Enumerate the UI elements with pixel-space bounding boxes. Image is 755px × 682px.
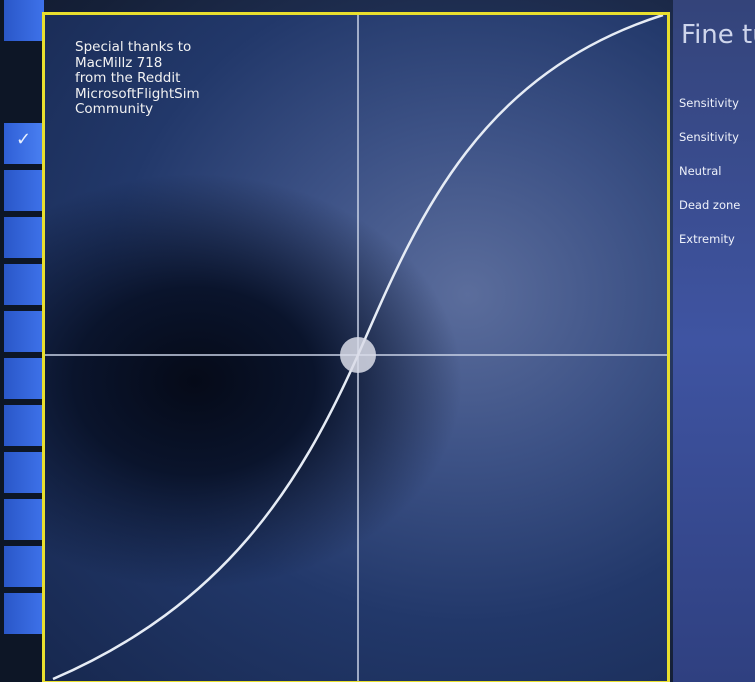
list-tile[interactable] <box>4 593 44 634</box>
list-tile-selected[interactable]: ✓ <box>4 123 44 164</box>
list-tile[interactable] <box>4 311 44 352</box>
sensitivity-curve-panel: Special thanks to MacMillz 718 from the … <box>42 12 670 682</box>
list-tile[interactable] <box>4 217 44 258</box>
setting-sensitivity-2[interactable]: Sensitivity <box>679 130 739 144</box>
setting-neutral[interactable]: Neutral <box>679 164 722 178</box>
setting-extremity[interactable]: Extremity <box>679 232 735 246</box>
list-tile[interactable] <box>4 264 44 305</box>
curve-graph <box>45 15 667 681</box>
panel-title: Fine tu <box>681 20 755 50</box>
list-tile[interactable] <box>4 170 44 211</box>
list-tile[interactable] <box>4 499 44 540</box>
setting-sensitivity[interactable]: Sensitivity <box>679 96 739 110</box>
control-list-strip: ✓ <box>0 0 44 682</box>
fine-tuning-panel: Fine tu Sensitivity Sensitivity Neutral … <box>673 0 755 682</box>
checkmark-icon: ✓ <box>16 129 32 150</box>
list-tile[interactable] <box>4 358 44 399</box>
neutral-handle-icon[interactable] <box>340 337 376 373</box>
list-tile[interactable] <box>4 546 44 587</box>
list-tile[interactable] <box>4 405 44 446</box>
list-tile[interactable] <box>4 0 44 41</box>
credit-text: Special thanks to MacMillz 718 from the … <box>75 39 200 117</box>
setting-dead-zone[interactable]: Dead zone <box>679 198 741 212</box>
list-tile[interactable] <box>4 452 44 493</box>
